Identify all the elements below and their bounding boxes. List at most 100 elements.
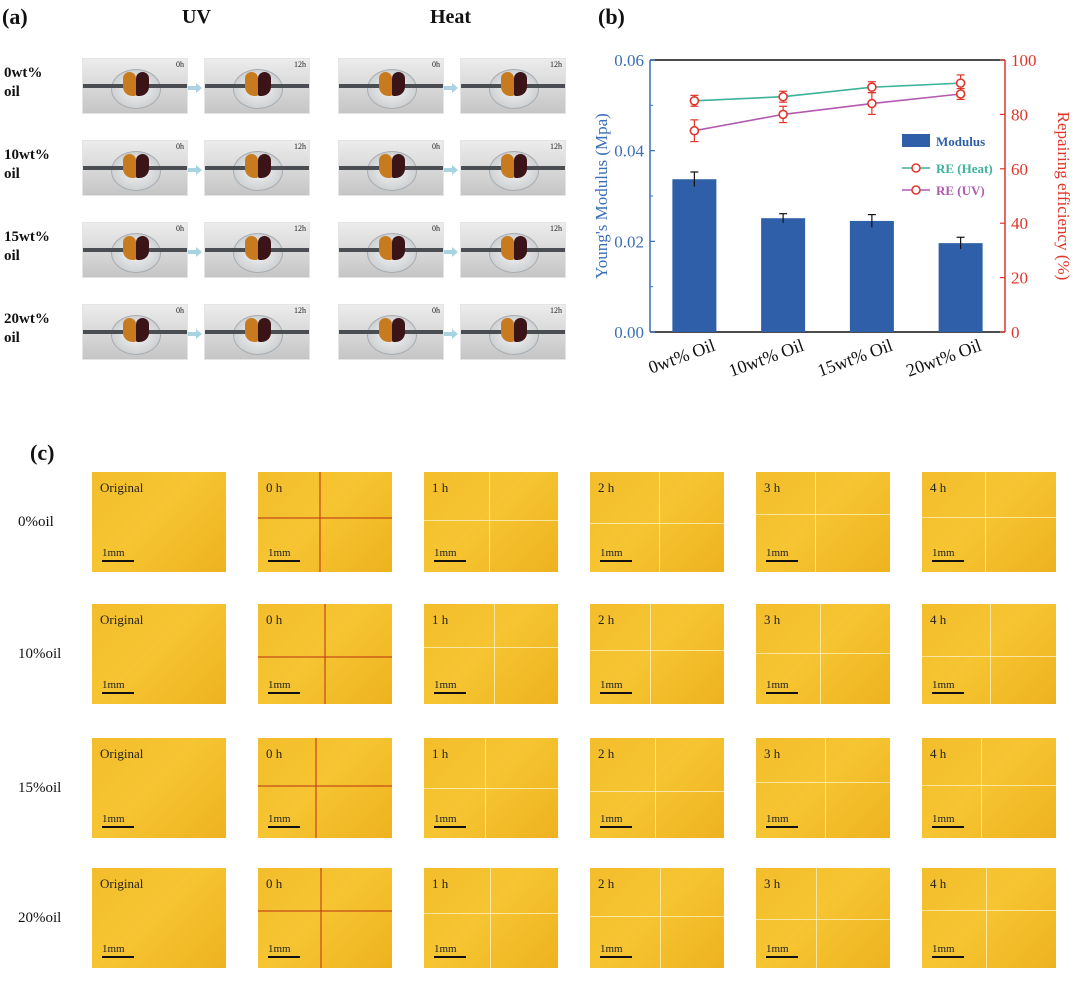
scale-bar-label: 1mm	[600, 813, 623, 825]
scale-bar-line	[102, 692, 134, 694]
right-tick-label: 0	[1011, 323, 1020, 342]
timepoint-label: 4 h	[930, 746, 947, 761]
heart-sample-photo: 12h	[204, 304, 310, 360]
timepoint-label: 0 h	[266, 480, 283, 495]
oil-row-label: 15%oil	[18, 780, 62, 796]
scale-bar: 1mm	[102, 547, 138, 562]
scale-bar: 1mm	[600, 679, 636, 694]
timepoint-label: 3 h	[764, 480, 781, 495]
right-arrow-icon	[444, 162, 458, 175]
scale-bar: 1mm	[434, 943, 470, 958]
re-data-point	[955, 89, 966, 99]
scale-bar: 1mm	[434, 813, 470, 828]
legend-swatch-modulus	[902, 134, 930, 147]
right-tick-label: 100	[1011, 51, 1037, 70]
scale-bar: 1mm	[268, 547, 304, 562]
scale-bar-label: 1mm	[268, 547, 291, 559]
scale-bar-label: 1mm	[102, 547, 125, 559]
scale-bar-line	[932, 956, 964, 958]
scale-bar: 1mm	[434, 547, 470, 562]
modulus-bar	[672, 179, 717, 332]
scale-bar-line	[434, 692, 466, 694]
heart-sample-photo: 12h	[460, 58, 566, 114]
scale-bar-line	[766, 560, 798, 562]
microscope-image: 0 h 1mm	[258, 472, 392, 572]
sample-row-label-line2: oil	[4, 166, 20, 182]
scale-bar-label: 1mm	[932, 813, 955, 825]
photo-time-label: 12h	[550, 142, 562, 151]
legend-label-re: RE (UV)	[936, 183, 985, 198]
re-data-point	[867, 82, 877, 93]
scale-bar-label: 1mm	[434, 813, 457, 825]
left-tick-label: 0.06	[614, 51, 644, 70]
timepoint-label: 3 h	[764, 746, 781, 761]
timepoint-label: Original	[100, 480, 144, 495]
scale-bar-label: 1mm	[766, 943, 789, 955]
photo-time-label: 0h	[432, 60, 440, 69]
scale-bar-label: 1mm	[434, 679, 457, 691]
scale-bar-label: 1mm	[600, 547, 623, 559]
re-data-point	[867, 98, 877, 109]
scale-bar-line	[268, 956, 300, 958]
scale-bar: 1mm	[600, 813, 636, 828]
sample-row-label: 15wt% oil	[4, 228, 50, 266]
photo-time-label: 12h	[294, 60, 306, 69]
left-tick-label: 0.00	[614, 323, 644, 342]
photo-time-label: 12h	[294, 142, 306, 151]
heart-sample-photo: 0h	[82, 58, 188, 114]
photo-time-label: 12h	[550, 60, 562, 69]
sample-row-label: 10wt% oil	[4, 146, 50, 184]
sample-row-label: 0wt% oil	[4, 64, 42, 102]
microscope-image: 0 h 1mm	[258, 604, 392, 704]
right-tick-label: 60	[1011, 160, 1028, 179]
scale-bar-label: 1mm	[932, 943, 955, 955]
timepoint-label: 1 h	[432, 746, 449, 761]
right-arrow-icon	[444, 244, 458, 257]
category-label: 10wt% Oil	[726, 335, 807, 381]
scale-bar-line	[102, 956, 134, 958]
microscope-image: 1 h 1mm	[424, 472, 558, 572]
photo-time-label: 12h	[550, 224, 562, 233]
heart-sample-photo: 0h	[338, 222, 444, 278]
microscope-image: 1 h 1mm	[424, 738, 558, 838]
scale-bar-line	[434, 956, 466, 958]
microscope-image: Original 1mm	[92, 604, 226, 704]
microscope-image: 0 h 1mm	[258, 868, 392, 968]
scale-bar-line	[600, 956, 632, 958]
left-tick-label: 0.02	[614, 232, 644, 251]
scale-bar-label: 1mm	[932, 547, 955, 559]
sample-row-label-line2: oil	[4, 248, 20, 264]
microscope-image: 0 h 1mm	[258, 738, 392, 838]
legend-marker	[911, 163, 921, 173]
scale-bar: 1mm	[932, 813, 968, 828]
sample-row-label-line2: oil	[4, 84, 20, 100]
microscope-image: 4 h 1mm	[922, 604, 1056, 704]
timepoint-label: 0 h	[266, 612, 283, 627]
modulus-efficiency-chart: 0.00 0.02 0.04 0.06 0 20 40 60 80 100 Young's Modu…	[592, 51, 1070, 381]
microscope-image: 4 h 1mm	[922, 738, 1056, 838]
scale-bar: 1mm	[766, 943, 802, 958]
category-label: 15wt% Oil	[815, 335, 896, 381]
timepoint-label: 2 h	[598, 612, 615, 627]
timepoint-label: 1 h	[432, 876, 449, 891]
category-label: 20wt% Oil	[903, 335, 984, 381]
scale-bar-line	[434, 560, 466, 562]
sample-row-label-line1: 10wt%	[4, 147, 50, 163]
scale-bar: 1mm	[600, 943, 636, 958]
re-data-point	[689, 125, 700, 136]
legend-label-re: RE (Heat)	[936, 161, 993, 176]
timepoint-label: 1 h	[432, 480, 449, 495]
microscope-image: 4 h 1mm	[922, 472, 1056, 572]
timepoint-label: 1 h	[432, 612, 449, 627]
scale-bar-label: 1mm	[766, 813, 789, 825]
scale-bar-line	[102, 826, 134, 828]
timepoint-label: 3 h	[764, 876, 781, 891]
microscope-image: 1 h 1mm	[424, 868, 558, 968]
heart-sample-photo: 12h	[460, 304, 566, 360]
photo-time-label: 0h	[432, 142, 440, 151]
photo-time-label: 0h	[432, 306, 440, 315]
heart-sample-photo: 0h	[82, 304, 188, 360]
uv-column-title: UV	[182, 6, 211, 28]
heart-sample-photo: 0h	[338, 58, 444, 114]
scale-bar-line	[600, 560, 632, 562]
